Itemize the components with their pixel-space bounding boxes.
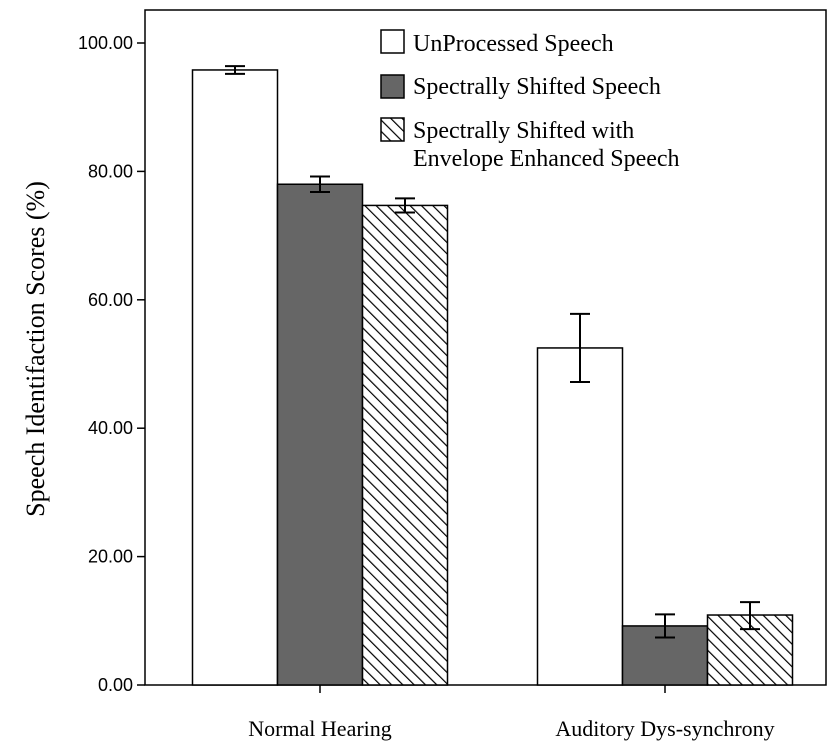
bar (536, 347, 624, 686)
legend-label: UnProcessed Speech (413, 31, 614, 57)
legend: UnProcessed Speech Spectrally Shifted Spe… (380, 29, 680, 172)
plot-border (144, 9, 827, 686)
legend-swatch (380, 29, 405, 54)
y-tick-label: 40.00 (88, 418, 133, 438)
bars (191, 69, 794, 686)
bar (361, 204, 449, 686)
plot-frame (144, 9, 827, 686)
y-tick-label: 0.00 (98, 675, 133, 695)
error-bars (225, 65, 760, 639)
legend-label: Spectrally Shifted Speech (413, 74, 661, 100)
legend-label: Spectrally Shifted with (413, 118, 634, 144)
legend-label: Envelope Enhanced Speech (413, 146, 680, 172)
x-category-label: Auditory Dys-synchrony (555, 716, 774, 741)
y-tick-label: 100.00 (78, 33, 133, 53)
axes: 0.00 20.00 40.00 60.00 80.00 100.00 Normal Hea… (21, 33, 775, 741)
legend-swatch (380, 117, 405, 142)
y-tick-label: 20.00 (88, 547, 133, 567)
bar (276, 183, 364, 686)
bar (191, 69, 279, 686)
x-category-label: Normal Hearing (248, 716, 392, 741)
y-tick-label: 80.00 (88, 161, 133, 181)
y-tick-label: 60.00 (88, 290, 133, 310)
y-axis-title: Speech Identifaction Scores (%) (21, 181, 50, 517)
legend-swatch (380, 74, 405, 99)
